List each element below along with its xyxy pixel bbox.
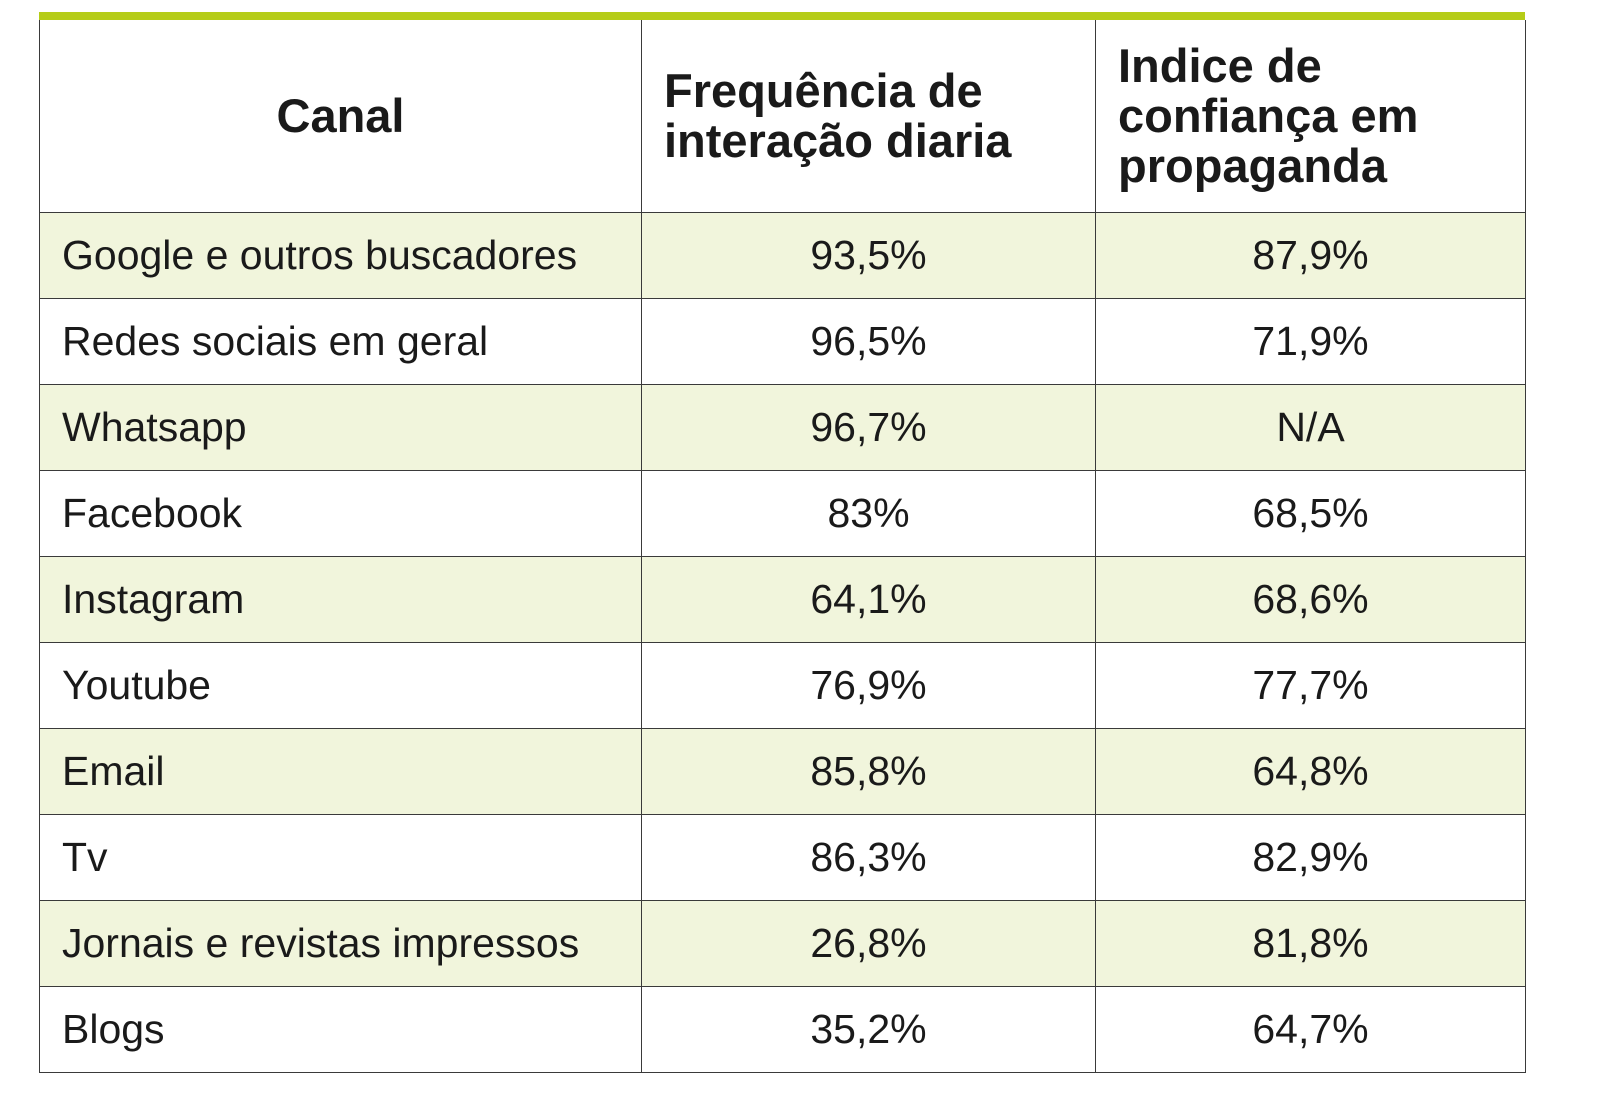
cell-canal: Whatsapp: [39, 383, 642, 471]
cell-frequencia: 76,9%: [641, 641, 1096, 729]
data-table-container: Canal Frequência de interação diaria Ind…: [39, 12, 1526, 1073]
cell-frequencia: 86,3%: [641, 813, 1096, 901]
cell-frequencia: 64,1%: [641, 555, 1096, 643]
cell-frequencia: 83%: [641, 469, 1096, 557]
cell-canal: Redes sociais em geral: [39, 297, 642, 385]
cell-frequencia: 93,5%: [641, 211, 1096, 299]
table-row: Blogs 35,2% 64,7%: [39, 985, 1526, 1073]
table-row: Tv 86,3% 82,9%: [39, 813, 1526, 901]
cell-canal: Blogs: [39, 985, 642, 1073]
cell-confianca: 82,9%: [1095, 813, 1526, 901]
table-header-row: Canal Frequência de interação diaria Ind…: [39, 20, 1526, 213]
cell-confianca: 81,8%: [1095, 899, 1526, 987]
cell-confianca: 68,6%: [1095, 555, 1526, 643]
table-row: Jornais e revistas impressos 26,8% 81,8%: [39, 899, 1526, 987]
header-canal: Canal: [39, 20, 642, 213]
cell-confianca: 64,8%: [1095, 727, 1526, 815]
cell-canal: Tv: [39, 813, 642, 901]
cell-frequencia: 96,7%: [641, 383, 1096, 471]
cell-canal: Facebook: [39, 469, 642, 557]
cell-frequencia: 96,5%: [641, 297, 1096, 385]
cell-canal: Google e outros buscadores: [39, 211, 642, 299]
table-body: Google e outros buscadores 93,5% 87,9% Rede…: [39, 211, 1526, 1073]
header-frequencia: Frequência de interação diaria: [641, 20, 1096, 213]
table-row: Whatsapp 96,7% N/A: [39, 383, 1526, 471]
accent-top-bar: [39, 12, 1525, 20]
cell-confianca: 68,5%: [1095, 469, 1526, 557]
cell-confianca: 64,7%: [1095, 985, 1526, 1073]
table-row: Google e outros buscadores 93,5% 87,9%: [39, 211, 1526, 299]
cell-canal: Instagram: [39, 555, 642, 643]
cell-frequencia: 26,8%: [641, 899, 1096, 987]
cell-canal: Jornais e revistas impressos: [39, 899, 642, 987]
data-table: Canal Frequência de interação diaria Ind…: [39, 20, 1526, 1073]
table-row: Redes sociais em geral 96,5% 71,9%: [39, 297, 1526, 385]
cell-confianca: 77,7%: [1095, 641, 1526, 729]
header-confianca: Indice de confiança em propaganda: [1095, 20, 1526, 213]
table-row: Facebook 83% 68,5%: [39, 469, 1526, 557]
table-row: Email 85,8% 64,8%: [39, 727, 1526, 815]
cell-canal: Email: [39, 727, 642, 815]
table-row: Youtube 76,9% 77,7%: [39, 641, 1526, 729]
table-row: Instagram 64,1% 68,6%: [39, 555, 1526, 643]
cell-frequencia: 35,2%: [641, 985, 1096, 1073]
cell-confianca: 71,9%: [1095, 297, 1526, 385]
cell-confianca: N/A: [1095, 383, 1526, 471]
cell-canal: Youtube: [39, 641, 642, 729]
cell-confianca: 87,9%: [1095, 211, 1526, 299]
cell-frequencia: 85,8%: [641, 727, 1096, 815]
